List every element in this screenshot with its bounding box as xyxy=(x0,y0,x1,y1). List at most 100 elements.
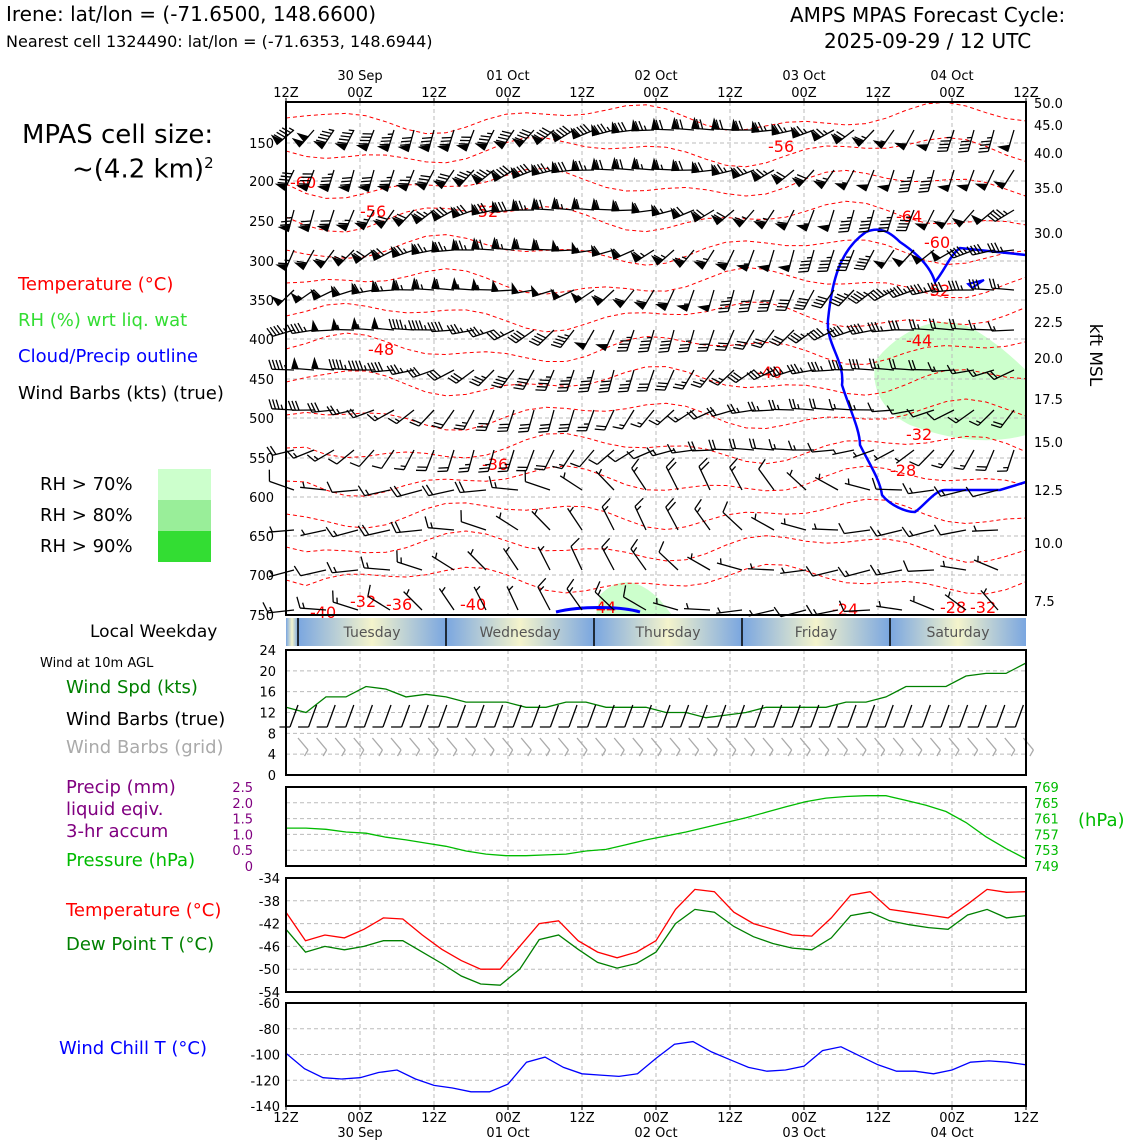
temperature-line xyxy=(285,888,1027,970)
barb-full xyxy=(574,160,580,171)
barb-staff xyxy=(727,289,735,312)
legend-rh80: RH > 80% xyxy=(40,505,133,526)
barb-flag xyxy=(770,174,783,185)
barb-full xyxy=(296,596,301,609)
barb-half xyxy=(847,478,850,485)
barb-full xyxy=(990,242,997,253)
barb-staff xyxy=(905,209,915,231)
barb-flag xyxy=(671,116,679,130)
barb-flag xyxy=(631,156,639,170)
barb-full xyxy=(779,299,790,302)
barb-staff xyxy=(381,449,395,469)
barb-full xyxy=(420,175,431,178)
wind-barb xyxy=(844,478,871,491)
barb-full xyxy=(798,297,809,301)
barb-half xyxy=(288,127,294,131)
wind-barb xyxy=(432,169,455,190)
wind-barb xyxy=(933,486,967,497)
wind-barb xyxy=(396,550,423,571)
barb-full xyxy=(899,187,910,190)
barb-half xyxy=(373,415,379,420)
barb-full xyxy=(694,162,700,172)
wind-barb xyxy=(566,578,583,611)
wind-barb xyxy=(430,206,455,222)
barb-staff xyxy=(967,129,975,152)
wind-barb xyxy=(511,236,535,251)
barb-full xyxy=(358,360,364,371)
barb-full xyxy=(689,410,698,419)
weekday-name: Tuesday xyxy=(343,625,401,641)
wind-barb xyxy=(768,438,795,451)
barb-half xyxy=(973,525,977,532)
barb-half xyxy=(420,284,424,290)
barb-full xyxy=(778,302,789,305)
wind-barb-10m xyxy=(484,704,504,728)
barb-half xyxy=(877,568,882,575)
barb-full xyxy=(839,259,850,262)
barb-full xyxy=(293,565,302,577)
barb-full xyxy=(776,306,787,308)
wind-barb xyxy=(971,525,999,532)
wind-barb xyxy=(450,204,475,219)
wind-barb-10m-grid xyxy=(874,737,886,757)
barb-full xyxy=(428,726,439,728)
barb-full xyxy=(488,476,493,488)
barb-full xyxy=(716,345,727,348)
barb-staff xyxy=(716,562,743,571)
barb-full xyxy=(540,423,551,426)
barb-staff xyxy=(940,529,967,536)
barb-full xyxy=(471,378,482,384)
barb-half xyxy=(400,557,402,564)
barb-staff xyxy=(933,409,955,421)
barb-full xyxy=(406,369,414,378)
barb-full xyxy=(566,578,575,590)
barb-flag xyxy=(397,144,411,153)
barb-full xyxy=(655,159,660,170)
wind-barb xyxy=(531,237,555,251)
pressure-unit-label: (hPa) xyxy=(1078,810,1125,831)
barb-staff xyxy=(300,529,327,537)
barb-full xyxy=(388,318,393,329)
barb-full xyxy=(493,381,504,386)
wind-barb xyxy=(769,329,795,347)
wind-barb xyxy=(611,199,635,212)
barb-full xyxy=(968,420,979,427)
barb-staff xyxy=(544,369,555,391)
barb-full xyxy=(341,180,352,183)
wind-barb xyxy=(630,249,655,263)
barb-full xyxy=(667,415,676,423)
wind-barb xyxy=(786,469,807,491)
wind-barb xyxy=(926,409,955,421)
barb-full xyxy=(908,318,913,329)
barb-half xyxy=(286,216,293,219)
barb-full xyxy=(294,400,300,411)
wind-barb xyxy=(595,468,615,491)
barb-full xyxy=(872,358,877,369)
windchill-tick-label: -140 xyxy=(250,1100,280,1115)
barb-full xyxy=(593,295,604,301)
barb-staff xyxy=(271,368,295,371)
barb-full xyxy=(800,260,812,263)
wind-barb xyxy=(590,244,615,257)
barb-half xyxy=(681,381,687,384)
barb-full xyxy=(978,150,989,153)
barb-half xyxy=(736,407,740,413)
barb-full xyxy=(361,524,370,536)
barb-full xyxy=(892,358,897,369)
barb-half xyxy=(366,562,369,569)
barb-staff xyxy=(940,704,950,728)
barb-full xyxy=(540,163,547,173)
barb-staff xyxy=(912,409,935,418)
barb-full xyxy=(386,365,393,375)
barb-full xyxy=(417,466,428,468)
wind-barb xyxy=(665,497,679,531)
wind-barb xyxy=(326,405,355,416)
barb-full xyxy=(918,190,929,193)
barb-full xyxy=(557,162,564,172)
barb-half xyxy=(820,365,824,371)
barb-staff xyxy=(269,480,295,491)
barb-full xyxy=(570,462,580,468)
wind-barb xyxy=(906,283,935,296)
barb-full xyxy=(534,335,544,342)
barb-staff xyxy=(667,329,675,352)
